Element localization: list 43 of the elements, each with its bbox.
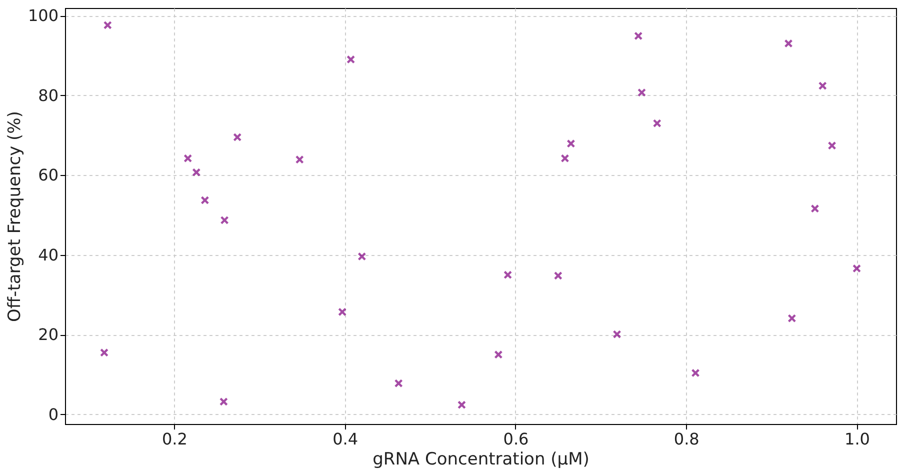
point — [566, 139, 576, 148]
point — [652, 119, 662, 128]
point — [494, 350, 503, 359]
point — [220, 216, 229, 224]
point — [784, 39, 793, 48]
y-tick-label: 100 — [28, 6, 58, 26]
point — [338, 308, 347, 316]
point — [637, 88, 646, 97]
point — [560, 154, 570, 163]
x-tick-label: 0.2 — [162, 430, 188, 448]
y-tick-label: 20 — [38, 325, 58, 344]
x-tick-label: 0.8 — [674, 430, 700, 448]
point — [788, 314, 796, 323]
y-axis-title: Off-target Frequency (%) — [4, 111, 25, 322]
point — [358, 252, 366, 261]
point — [504, 270, 512, 280]
point — [192, 168, 201, 177]
point — [103, 20, 112, 30]
x-tick-label: 0.6 — [503, 430, 529, 448]
point — [852, 264, 862, 273]
point — [634, 32, 643, 40]
y-tick-label: 40 — [38, 245, 58, 264]
point — [810, 204, 820, 213]
point — [233, 132, 242, 142]
x-tick-label: 0.4 — [332, 430, 358, 448]
point — [554, 271, 562, 280]
point — [457, 400, 466, 410]
point — [295, 155, 304, 164]
point — [828, 141, 836, 150]
y-tick-label: 0 — [48, 404, 58, 424]
point — [219, 397, 228, 406]
y-tick-label: 80 — [38, 86, 58, 105]
point — [612, 330, 622, 339]
x-tick-label: 1.0 — [844, 430, 870, 448]
point — [394, 379, 403, 388]
point — [818, 82, 827, 90]
point — [346, 55, 356, 64]
point — [100, 348, 109, 357]
point — [200, 196, 210, 205]
point — [184, 154, 192, 163]
y-tick-label: 60 — [38, 166, 58, 185]
point — [691, 368, 700, 378]
x-axis-title: gRNA Concentration (μM) — [372, 450, 590, 470]
